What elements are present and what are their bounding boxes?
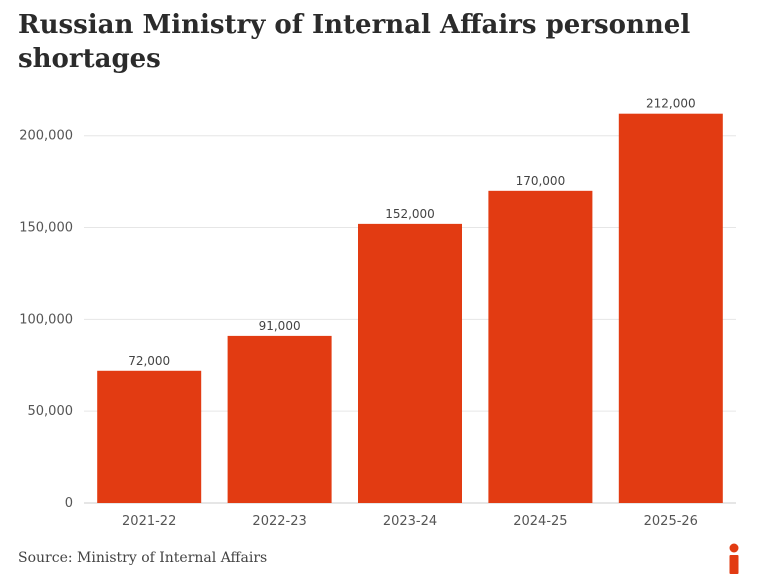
data-label: 72,000 bbox=[128, 354, 170, 368]
x-tick-label: 2021-22 bbox=[122, 514, 176, 529]
x-tick-label: 2022-23 bbox=[252, 514, 306, 529]
x-axis-ticks: 2021-22 2022-23 2023-24 2024-25 2025-26 bbox=[122, 514, 698, 529]
x-tick-label: 2025-26 bbox=[644, 514, 698, 529]
y-tick-label: 200,000 bbox=[19, 129, 73, 144]
data-label: 91,000 bbox=[259, 319, 301, 333]
bar-2022-23 bbox=[227, 335, 332, 503]
x-tick-label: 2024-25 bbox=[513, 514, 567, 529]
bar-2024-25 bbox=[488, 190, 593, 503]
y-tick-label: 150,000 bbox=[19, 221, 73, 236]
data-label: 152,000 bbox=[385, 207, 435, 221]
y-axis-ticks: 0 50,000 100,000 150,000 200,000 bbox=[19, 129, 73, 511]
bar-2025-26 bbox=[618, 113, 723, 503]
x-tick-label: 2023-24 bbox=[383, 514, 437, 529]
data-label: 212,000 bbox=[646, 97, 696, 111]
bar-chart: 0 50,000 100,000 150,000 200,000 72,000 91,00… bbox=[19, 97, 736, 529]
y-tick-label: 50,000 bbox=[28, 404, 74, 419]
y-tick-label: 100,000 bbox=[19, 312, 73, 327]
y-tick-label: 0 bbox=[65, 496, 73, 511]
bar-2021-22 bbox=[97, 370, 202, 503]
bars bbox=[97, 113, 723, 503]
bar-2023-24 bbox=[358, 223, 462, 503]
publisher-logo-icon bbox=[729, 543, 739, 574]
data-label: 170,000 bbox=[516, 174, 566, 188]
chart-title: Russian Ministry of Internal Affairs per… bbox=[18, 10, 691, 74]
source-note: Source: Ministry of Internal Affairs bbox=[18, 550, 268, 566]
data-labels: 72,000 91,000 152,000 170,000 212,000 bbox=[128, 97, 695, 368]
